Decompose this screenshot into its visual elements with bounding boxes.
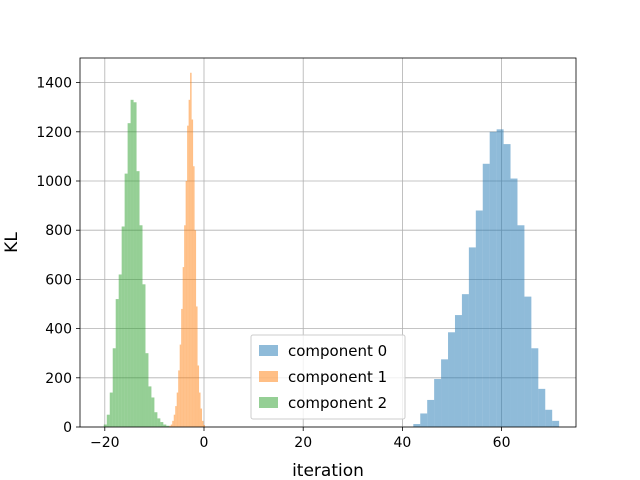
y-tick-label: 200 xyxy=(45,371,72,387)
histogram-bar xyxy=(112,348,116,427)
histogram-bar xyxy=(524,296,532,427)
histogram-bar xyxy=(441,359,449,427)
histogram-bar xyxy=(170,424,173,427)
histogram-bar xyxy=(552,420,560,427)
x-axis-ticks: −20 0 20 40 60 xyxy=(90,427,511,451)
legend-swatch-component-1 xyxy=(259,371,278,382)
histogram-bar xyxy=(169,425,171,427)
histogram-bar xyxy=(182,267,185,427)
histogram-bar xyxy=(184,225,186,427)
y-tick-label: 800 xyxy=(45,223,72,239)
histogram-bar xyxy=(157,418,161,427)
histogram-bar xyxy=(173,414,176,427)
histogram-bar xyxy=(420,413,428,427)
y-tick-label: 1200 xyxy=(36,125,72,141)
histogram-bar xyxy=(145,353,149,427)
histogram-bar xyxy=(118,274,122,427)
histogram-bar xyxy=(545,409,553,427)
histogram-bar xyxy=(127,123,131,427)
x-tick-label: 20 xyxy=(294,435,312,451)
histogram-bar xyxy=(176,392,179,427)
histogram-bar xyxy=(190,72,192,427)
histogram-bar xyxy=(448,332,455,427)
histogram-bar xyxy=(454,315,462,427)
y-tick-label: 1400 xyxy=(36,76,72,92)
histogram-bar xyxy=(178,370,180,427)
series-component-1 xyxy=(169,72,205,428)
histogram-bar xyxy=(181,308,183,427)
y-tick-label: 600 xyxy=(45,272,72,288)
histogram-bar xyxy=(154,412,158,427)
legend-label-component-1: component 1 xyxy=(288,368,387,386)
histogram-bar xyxy=(160,422,164,427)
histogram-bar xyxy=(202,420,204,427)
bars xyxy=(103,72,560,428)
histogram-bar xyxy=(124,173,128,427)
histogram-bar xyxy=(151,397,155,427)
y-tick-label: 0 xyxy=(63,420,72,436)
histogram-bar xyxy=(148,386,152,427)
histogram-bar xyxy=(197,365,200,427)
histogram-bar xyxy=(517,225,525,427)
x-tick-label: 60 xyxy=(493,435,511,451)
histogram-bar xyxy=(172,420,174,427)
histogram-bar xyxy=(503,144,511,427)
legend-box xyxy=(250,334,406,420)
y-axis-ticks: 0 200 400 600 800 1000 1200 1400 xyxy=(36,76,80,436)
x-tick-label: −20 xyxy=(90,435,120,451)
y-tick-label: 400 xyxy=(45,322,72,338)
histogram-bar xyxy=(136,171,140,427)
histogram-bar xyxy=(109,392,113,427)
histogram-bar xyxy=(106,414,110,427)
series-component-0 xyxy=(413,129,560,428)
histogram-bar xyxy=(115,299,119,427)
legend-label-component-2: component 2 xyxy=(288,394,387,412)
x-axis-label: iteration xyxy=(292,461,364,480)
histogram-bar xyxy=(413,424,421,427)
legend: component 0 component 1 component 2 xyxy=(250,334,406,420)
histogram-bar xyxy=(166,425,170,427)
legend-swatch-component-0 xyxy=(259,345,278,356)
histogram-bar xyxy=(194,230,197,427)
histogram-bar xyxy=(196,306,198,427)
histogram-bar xyxy=(496,129,504,427)
legend-label-component-0: component 0 xyxy=(288,342,387,360)
histogram-bar xyxy=(185,181,188,427)
histogram-bar xyxy=(188,99,191,427)
histogram-bar xyxy=(199,392,201,427)
histogram-bar xyxy=(103,424,107,427)
x-tick-label: 0 xyxy=(200,435,209,451)
histogram-bar xyxy=(538,388,546,427)
x-tick-label: 40 xyxy=(393,435,411,451)
series-component-2 xyxy=(103,99,170,427)
histogram-bar xyxy=(427,399,435,427)
legend-swatch-component-2 xyxy=(259,397,278,408)
histogram-bar xyxy=(187,125,189,428)
histogram-bar xyxy=(142,284,146,427)
plot-frame xyxy=(79,57,577,428)
histogram-bar xyxy=(203,425,205,427)
histogram-bar xyxy=(191,119,194,427)
histogram-bar xyxy=(175,406,177,427)
histogram-bar xyxy=(193,166,195,428)
histogram-bar xyxy=(179,344,182,427)
histogram-bar xyxy=(475,210,483,427)
histogram-bar xyxy=(200,408,203,427)
histogram-bar xyxy=(489,131,497,428)
histogram-bar xyxy=(163,424,167,427)
histogram-bar xyxy=(461,294,469,427)
histogram-bar xyxy=(434,379,442,427)
histogram-bar xyxy=(139,225,143,427)
histogram-bar xyxy=(121,226,125,427)
histogram-bar xyxy=(133,102,137,427)
histogram-bar xyxy=(510,178,518,427)
y-axis-label: KL xyxy=(2,232,22,253)
histogram-bar xyxy=(531,348,539,427)
histogram-bar xyxy=(130,99,134,427)
y-tick-label: 1000 xyxy=(36,174,72,190)
histogram-bar xyxy=(468,247,476,427)
histogram-bar xyxy=(482,163,490,427)
